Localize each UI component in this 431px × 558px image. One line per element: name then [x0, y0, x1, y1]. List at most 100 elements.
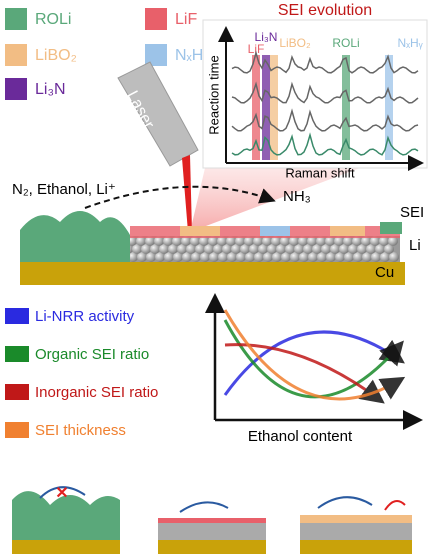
li-particle — [200, 252, 210, 262]
li-particle — [380, 252, 390, 262]
inset-title: SEI evolution — [278, 2, 372, 19]
li-particle — [253, 236, 263, 246]
li-particle — [150, 244, 160, 254]
li-particle — [370, 236, 380, 246]
li-particle — [335, 252, 345, 262]
li-particle — [388, 236, 398, 246]
legend-swatch — [5, 308, 29, 324]
li-particle — [190, 236, 200, 246]
legend-swatch — [5, 78, 27, 100]
legend-swatch — [5, 384, 29, 400]
cu-label: Cu — [375, 264, 394, 281]
li-particle — [136, 236, 146, 246]
li-particle — [290, 252, 300, 262]
li-particle — [258, 244, 268, 254]
li-particle — [334, 236, 344, 246]
legend-swatch — [5, 346, 29, 362]
inset: SEI evolution Reaction time Raman shift … — [202, 2, 428, 180]
li-particle — [280, 236, 290, 246]
li-particle — [298, 236, 308, 246]
reactants: N₂, Ethanol, Li⁺ — [12, 181, 116, 198]
band — [252, 55, 260, 160]
legend-label: NₓHᵧ — [175, 47, 209, 64]
trend-plot: Ethanol content — [205, 293, 423, 445]
li-particle — [177, 244, 187, 254]
band — [385, 55, 393, 160]
li-particle — [321, 244, 331, 254]
li-particle — [371, 252, 381, 262]
li-particle — [326, 252, 336, 262]
trend-x-label: Ethanol content — [248, 428, 353, 445]
li-particle — [195, 244, 205, 254]
li-particle — [209, 252, 219, 262]
legend-swatch — [5, 44, 27, 66]
legend-swatch — [5, 8, 27, 30]
li-particle — [362, 252, 372, 262]
li-particle — [163, 236, 173, 246]
li-particle — [244, 236, 254, 246]
li-particle — [272, 252, 282, 262]
inset-y-label: Reaction time — [206, 55, 221, 134]
li-particle — [182, 252, 192, 262]
li-particle — [312, 244, 322, 254]
li-particle — [249, 244, 259, 254]
li-particle — [276, 244, 286, 254]
li-particle — [137, 252, 147, 262]
li-particle — [199, 236, 209, 246]
li-particle — [168, 244, 178, 254]
li-particle — [217, 236, 227, 246]
li-particle — [316, 236, 326, 246]
bottom-scenes: ✕ — [12, 485, 412, 554]
li-particle — [172, 236, 182, 246]
bottom-legend: Li-NRR activity Organic SEI ratio Inorgani… — [5, 308, 158, 439]
band — [270, 55, 278, 160]
li-particle — [141, 244, 151, 254]
li-particle — [294, 244, 304, 254]
li-particle — [389, 252, 399, 262]
li-particle — [231, 244, 241, 254]
li-particle — [154, 236, 164, 246]
legend-label: Li-NRR activity — [35, 308, 135, 325]
li-particle — [173, 252, 183, 262]
li-particle — [128, 252, 138, 262]
band-label: LiBO₂ — [279, 36, 311, 50]
legend-swatch — [145, 8, 167, 30]
li-particle — [289, 236, 299, 246]
li-particle — [339, 244, 349, 254]
li-particle — [145, 236, 155, 246]
li-particle — [353, 252, 363, 262]
li-particle — [132, 244, 142, 254]
band-label: ROLi — [332, 36, 359, 50]
li-particle — [285, 244, 295, 254]
legend-label: Organic SEI ratio — [35, 346, 149, 363]
li-particle — [146, 252, 156, 262]
top-legend: ROLi LiF LiBO₂ NₓHᵧ Li₃N — [5, 8, 209, 100]
li-particle — [191, 252, 201, 262]
li-particle — [325, 236, 335, 246]
legend-label: LiBO₂ — [35, 47, 77, 64]
product: NH₃ — [283, 188, 311, 205]
li-particle — [218, 252, 228, 262]
li-particle — [267, 244, 277, 254]
band — [262, 55, 270, 160]
li-particle — [352, 236, 362, 246]
band-label: LiF — [248, 42, 265, 56]
legend-label: Inorganic SEI ratio — [35, 384, 158, 401]
scheme: N₂, Ethanol, Li⁺ NH₃ SEI Li Cu — [12, 181, 424, 285]
li-particle — [235, 236, 245, 246]
band — [342, 55, 350, 160]
legend-label: SEI thickness — [35, 422, 126, 439]
li-particle — [303, 244, 313, 254]
li-particle — [186, 244, 196, 254]
li-particle — [343, 236, 353, 246]
spectrum — [231, 132, 419, 156]
legend-swatch — [145, 44, 167, 66]
li-particle — [348, 244, 358, 254]
li-particle — [181, 236, 191, 246]
li-particle — [308, 252, 318, 262]
li-particle — [317, 252, 327, 262]
legend-label: Li₃N — [35, 81, 66, 98]
li-particle — [299, 252, 309, 262]
spectrum — [231, 50, 419, 74]
